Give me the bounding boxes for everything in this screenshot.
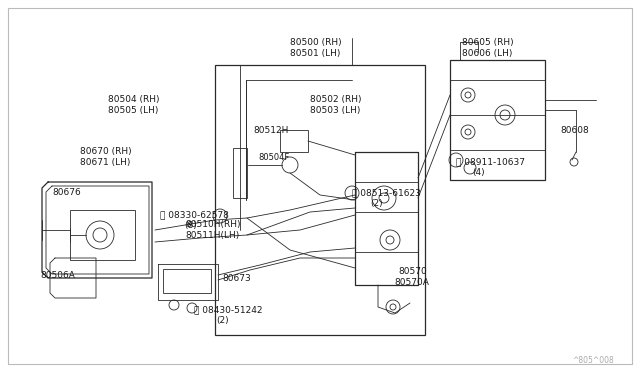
Text: ⓝ 08911-10637: ⓝ 08911-10637 bbox=[456, 157, 525, 166]
Text: 80511H(LH): 80511H(LH) bbox=[185, 231, 239, 240]
Text: 80512H: 80512H bbox=[253, 126, 289, 135]
Bar bbox=[233, 148, 247, 198]
Text: Ⓢ 08330-62578: Ⓢ 08330-62578 bbox=[160, 210, 229, 219]
Bar bbox=[163, 269, 211, 293]
Text: 80510H(RH): 80510H(RH) bbox=[185, 220, 241, 229]
Text: 80676: 80676 bbox=[52, 188, 81, 197]
Text: Ⓢ 08513-61623: Ⓢ 08513-61623 bbox=[352, 188, 421, 197]
Text: 80503 (LH): 80503 (LH) bbox=[310, 106, 360, 115]
Text: 80670 (RH): 80670 (RH) bbox=[80, 147, 132, 156]
Text: 80608: 80608 bbox=[560, 126, 589, 135]
Bar bbox=[215, 65, 425, 335]
Text: 80506A: 80506A bbox=[40, 271, 75, 280]
Text: (2): (2) bbox=[216, 316, 228, 325]
Text: 80570: 80570 bbox=[398, 267, 427, 276]
Bar bbox=[280, 130, 308, 152]
Text: 80500 (RH): 80500 (RH) bbox=[290, 38, 342, 47]
Text: 80505 (LH): 80505 (LH) bbox=[108, 106, 158, 115]
Text: 80570A: 80570A bbox=[394, 278, 429, 287]
Bar bbox=[70, 210, 135, 260]
Text: (8): (8) bbox=[184, 221, 196, 230]
Text: (2): (2) bbox=[370, 199, 383, 208]
Text: 80671 (LH): 80671 (LH) bbox=[80, 158, 131, 167]
Text: ^805^008: ^805^008 bbox=[572, 356, 614, 365]
Text: 80673: 80673 bbox=[222, 274, 251, 283]
Text: 80501 (LH): 80501 (LH) bbox=[290, 49, 340, 58]
Text: 80606 (LH): 80606 (LH) bbox=[462, 49, 513, 58]
Text: (4): (4) bbox=[472, 168, 484, 177]
Text: Ⓢ 08430-51242: Ⓢ 08430-51242 bbox=[194, 305, 262, 314]
Text: 80605 (RH): 80605 (RH) bbox=[462, 38, 514, 47]
Text: 80504 (RH): 80504 (RH) bbox=[108, 95, 159, 104]
Bar bbox=[450, 60, 545, 180]
Text: 80504F: 80504F bbox=[258, 153, 289, 162]
Text: 80502 (RH): 80502 (RH) bbox=[310, 95, 362, 104]
